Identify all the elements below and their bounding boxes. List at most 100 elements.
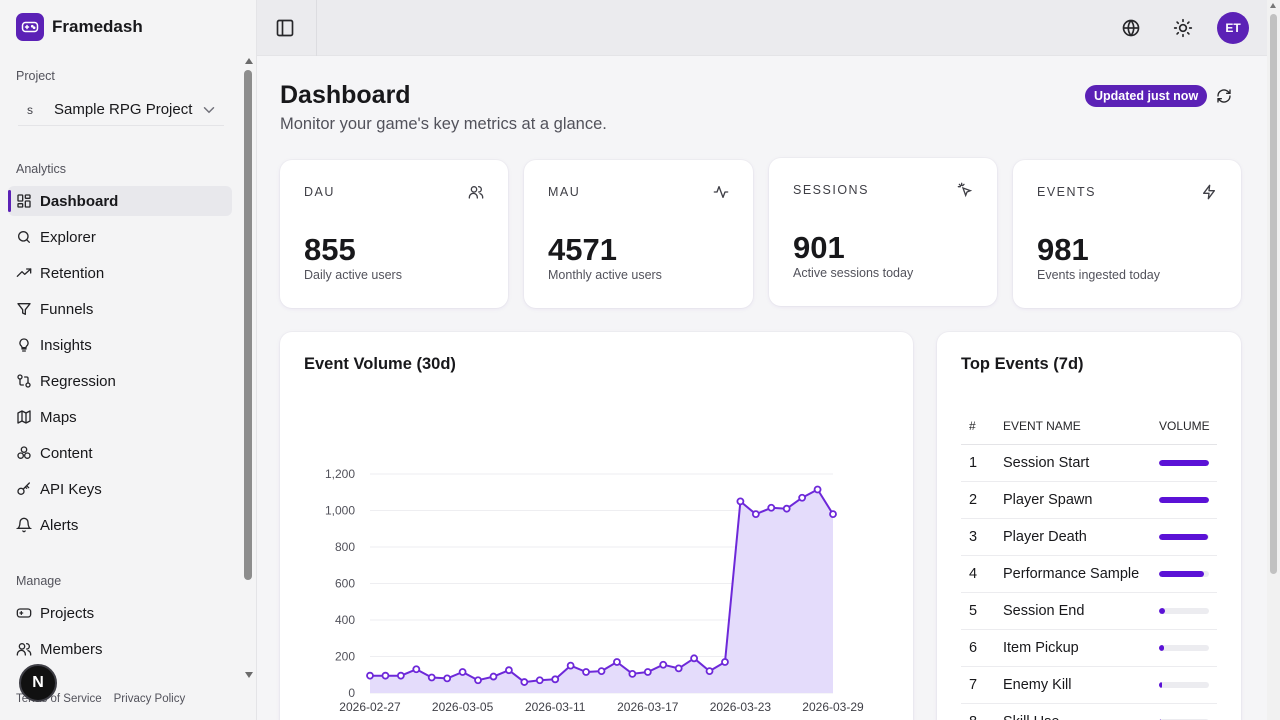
sidebar-item-explorer[interactable]: Explorer bbox=[8, 222, 232, 252]
y-tick-label: 600 bbox=[335, 577, 355, 591]
data-point bbox=[566, 661, 575, 670]
data-point bbox=[458, 668, 467, 676]
privacy-link[interactable]: Privacy Policy bbox=[113, 693, 186, 705]
stat-title: DAU bbox=[304, 185, 335, 199]
y-tick-label: 800 bbox=[335, 540, 355, 554]
table-row[interactable]: 5 Session End bbox=[961, 593, 1217, 630]
refresh-icon[interactable] bbox=[1216, 88, 1232, 104]
row-event-name: Session End bbox=[1003, 603, 1085, 619]
row-volume bbox=[1159, 645, 1217, 651]
data-point bbox=[427, 673, 436, 682]
volume-bar-track bbox=[1159, 534, 1209, 540]
funnel-icon bbox=[16, 301, 32, 317]
y-tick-label: 0 bbox=[348, 686, 355, 700]
data-point bbox=[535, 676, 544, 685]
sidebar-toggle-icon[interactable] bbox=[275, 18, 295, 38]
sidebar-item-dashboard[interactable]: Dashboard bbox=[8, 186, 232, 216]
activity-icon bbox=[713, 186, 729, 198]
data-point bbox=[829, 510, 837, 519]
globe-icon[interactable] bbox=[1121, 18, 1141, 38]
sidebar: Framedash Project S Sample RPG Project A… bbox=[0, 0, 257, 720]
n-dev-badge[interactable]: N bbox=[19, 664, 57, 702]
sidebar-item-regression[interactable]: Regression bbox=[8, 366, 232, 396]
data-point bbox=[613, 658, 621, 666]
manage-section-label: Manage bbox=[16, 574, 62, 588]
event-volume-card: Event Volume (30d) 0 200 400 600 800 1,000 1,2… bbox=[280, 332, 913, 720]
table-row[interactable]: 8Skill Use bbox=[961, 704, 1217, 720]
y-tick-label: 1,200 bbox=[325, 467, 355, 481]
bell-icon bbox=[16, 517, 32, 533]
table-row[interactable]: 1 Session Start bbox=[961, 445, 1217, 482]
volume-bar-fill bbox=[1159, 682, 1162, 688]
scroll-up-arrow-icon[interactable] bbox=[1270, 3, 1276, 8]
sidebar-item-insights[interactable]: Insights bbox=[8, 330, 232, 360]
volume-bar-fill bbox=[1159, 534, 1208, 540]
table-row[interactable]: 6 Item Pickup bbox=[961, 630, 1217, 667]
top-events-title: Top Events (7d) bbox=[961, 355, 1084, 373]
project-select[interactable]: S Sample RPG Project bbox=[18, 94, 224, 126]
row-event-name: Item Pickup bbox=[1003, 640, 1079, 656]
page-subtitle: Monitor your game's key metrics at a gla… bbox=[280, 115, 607, 133]
page-scroll-thumb[interactable] bbox=[1270, 14, 1277, 574]
boxes-icon bbox=[16, 445, 32, 461]
scroll-thumb[interactable] bbox=[244, 70, 252, 580]
row-rank: 6 bbox=[969, 640, 978, 656]
data-point bbox=[705, 667, 714, 676]
sidebar-item-members[interactable]: Members bbox=[8, 634, 232, 664]
stat-value: 4571 bbox=[548, 232, 617, 267]
sidebar-scrollbar[interactable] bbox=[242, 56, 256, 680]
brand-name: Framedash bbox=[52, 17, 143, 36]
scroll-down-arrow-icon[interactable] bbox=[245, 672, 253, 678]
sidebar-item-label: Members bbox=[40, 640, 103, 658]
data-point bbox=[489, 672, 498, 681]
row-event-name: Player Death bbox=[1003, 529, 1087, 545]
avatar[interactable]: ET bbox=[1217, 12, 1249, 44]
volume-bar-fill bbox=[1159, 645, 1164, 651]
sidebar-item-label: Insights bbox=[40, 336, 92, 354]
sidebar-item-alerts[interactable]: Alerts bbox=[8, 510, 232, 540]
git-compare-icon bbox=[16, 373, 32, 389]
y-tick-label: 1,000 bbox=[325, 504, 355, 518]
sidebar-item-funnels[interactable]: Funnels bbox=[8, 294, 232, 324]
data-point bbox=[751, 510, 760, 519]
page-scrollbar[interactable] bbox=[1267, 0, 1280, 720]
event-volume-title: Event Volume (30d) bbox=[304, 355, 456, 373]
data-point bbox=[396, 671, 405, 680]
page-title: Dashboard bbox=[280, 81, 411, 109]
data-point bbox=[582, 668, 590, 676]
dashboard-icon bbox=[16, 193, 32, 209]
table-header: # EVENT NAME VOLUME bbox=[961, 407, 1217, 445]
table-row[interactable]: 7 Enemy Kill bbox=[961, 667, 1217, 704]
sidebar-item-content[interactable]: Content bbox=[8, 438, 232, 468]
sun-icon[interactable] bbox=[1173, 18, 1193, 38]
table-row[interactable]: 4 Performance Sample bbox=[961, 556, 1217, 593]
data-point bbox=[443, 674, 452, 683]
sidebar-item-retention[interactable]: Retention bbox=[8, 258, 232, 288]
data-point bbox=[721, 658, 729, 666]
scroll-up-arrow-icon[interactable] bbox=[245, 58, 253, 64]
area-fill bbox=[370, 489, 833, 693]
sidebar-item-maps[interactable]: Maps bbox=[8, 402, 232, 432]
row-rank: 5 bbox=[969, 603, 978, 619]
volume-bar-track bbox=[1159, 608, 1209, 614]
row-event-name: Enemy Kill bbox=[1003, 677, 1072, 693]
table-row[interactable]: 2 Player Spawn bbox=[961, 482, 1217, 519]
data-point bbox=[813, 485, 822, 494]
sidebar-item-api-keys[interactable]: API Keys bbox=[8, 474, 232, 504]
data-point bbox=[504, 666, 513, 675]
sidebar-item-projects[interactable]: Projects bbox=[8, 598, 232, 628]
stat-desc: Active sessions today bbox=[793, 266, 914, 280]
stat-card-dau: DAU 855 Daily active users bbox=[280, 160, 508, 308]
row-rank: 8 bbox=[961, 714, 1003, 720]
table-row[interactable]: 3 Player Death bbox=[961, 519, 1217, 556]
main-content: Dashboard Monitor your game's key metric… bbox=[257, 56, 1267, 720]
brand[interactable]: Framedash bbox=[16, 12, 143, 42]
sidebar-item-label: Regression bbox=[40, 372, 116, 390]
y-tick-label: 200 bbox=[335, 650, 355, 664]
data-point bbox=[798, 493, 807, 502]
sidebar-item-label: Funnels bbox=[40, 300, 94, 318]
row-event-name: Skill Use bbox=[1003, 714, 1159, 720]
chevron-down-icon bbox=[203, 106, 215, 113]
map-icon bbox=[16, 409, 32, 425]
updated-badge: Updated just now bbox=[1085, 85, 1208, 107]
